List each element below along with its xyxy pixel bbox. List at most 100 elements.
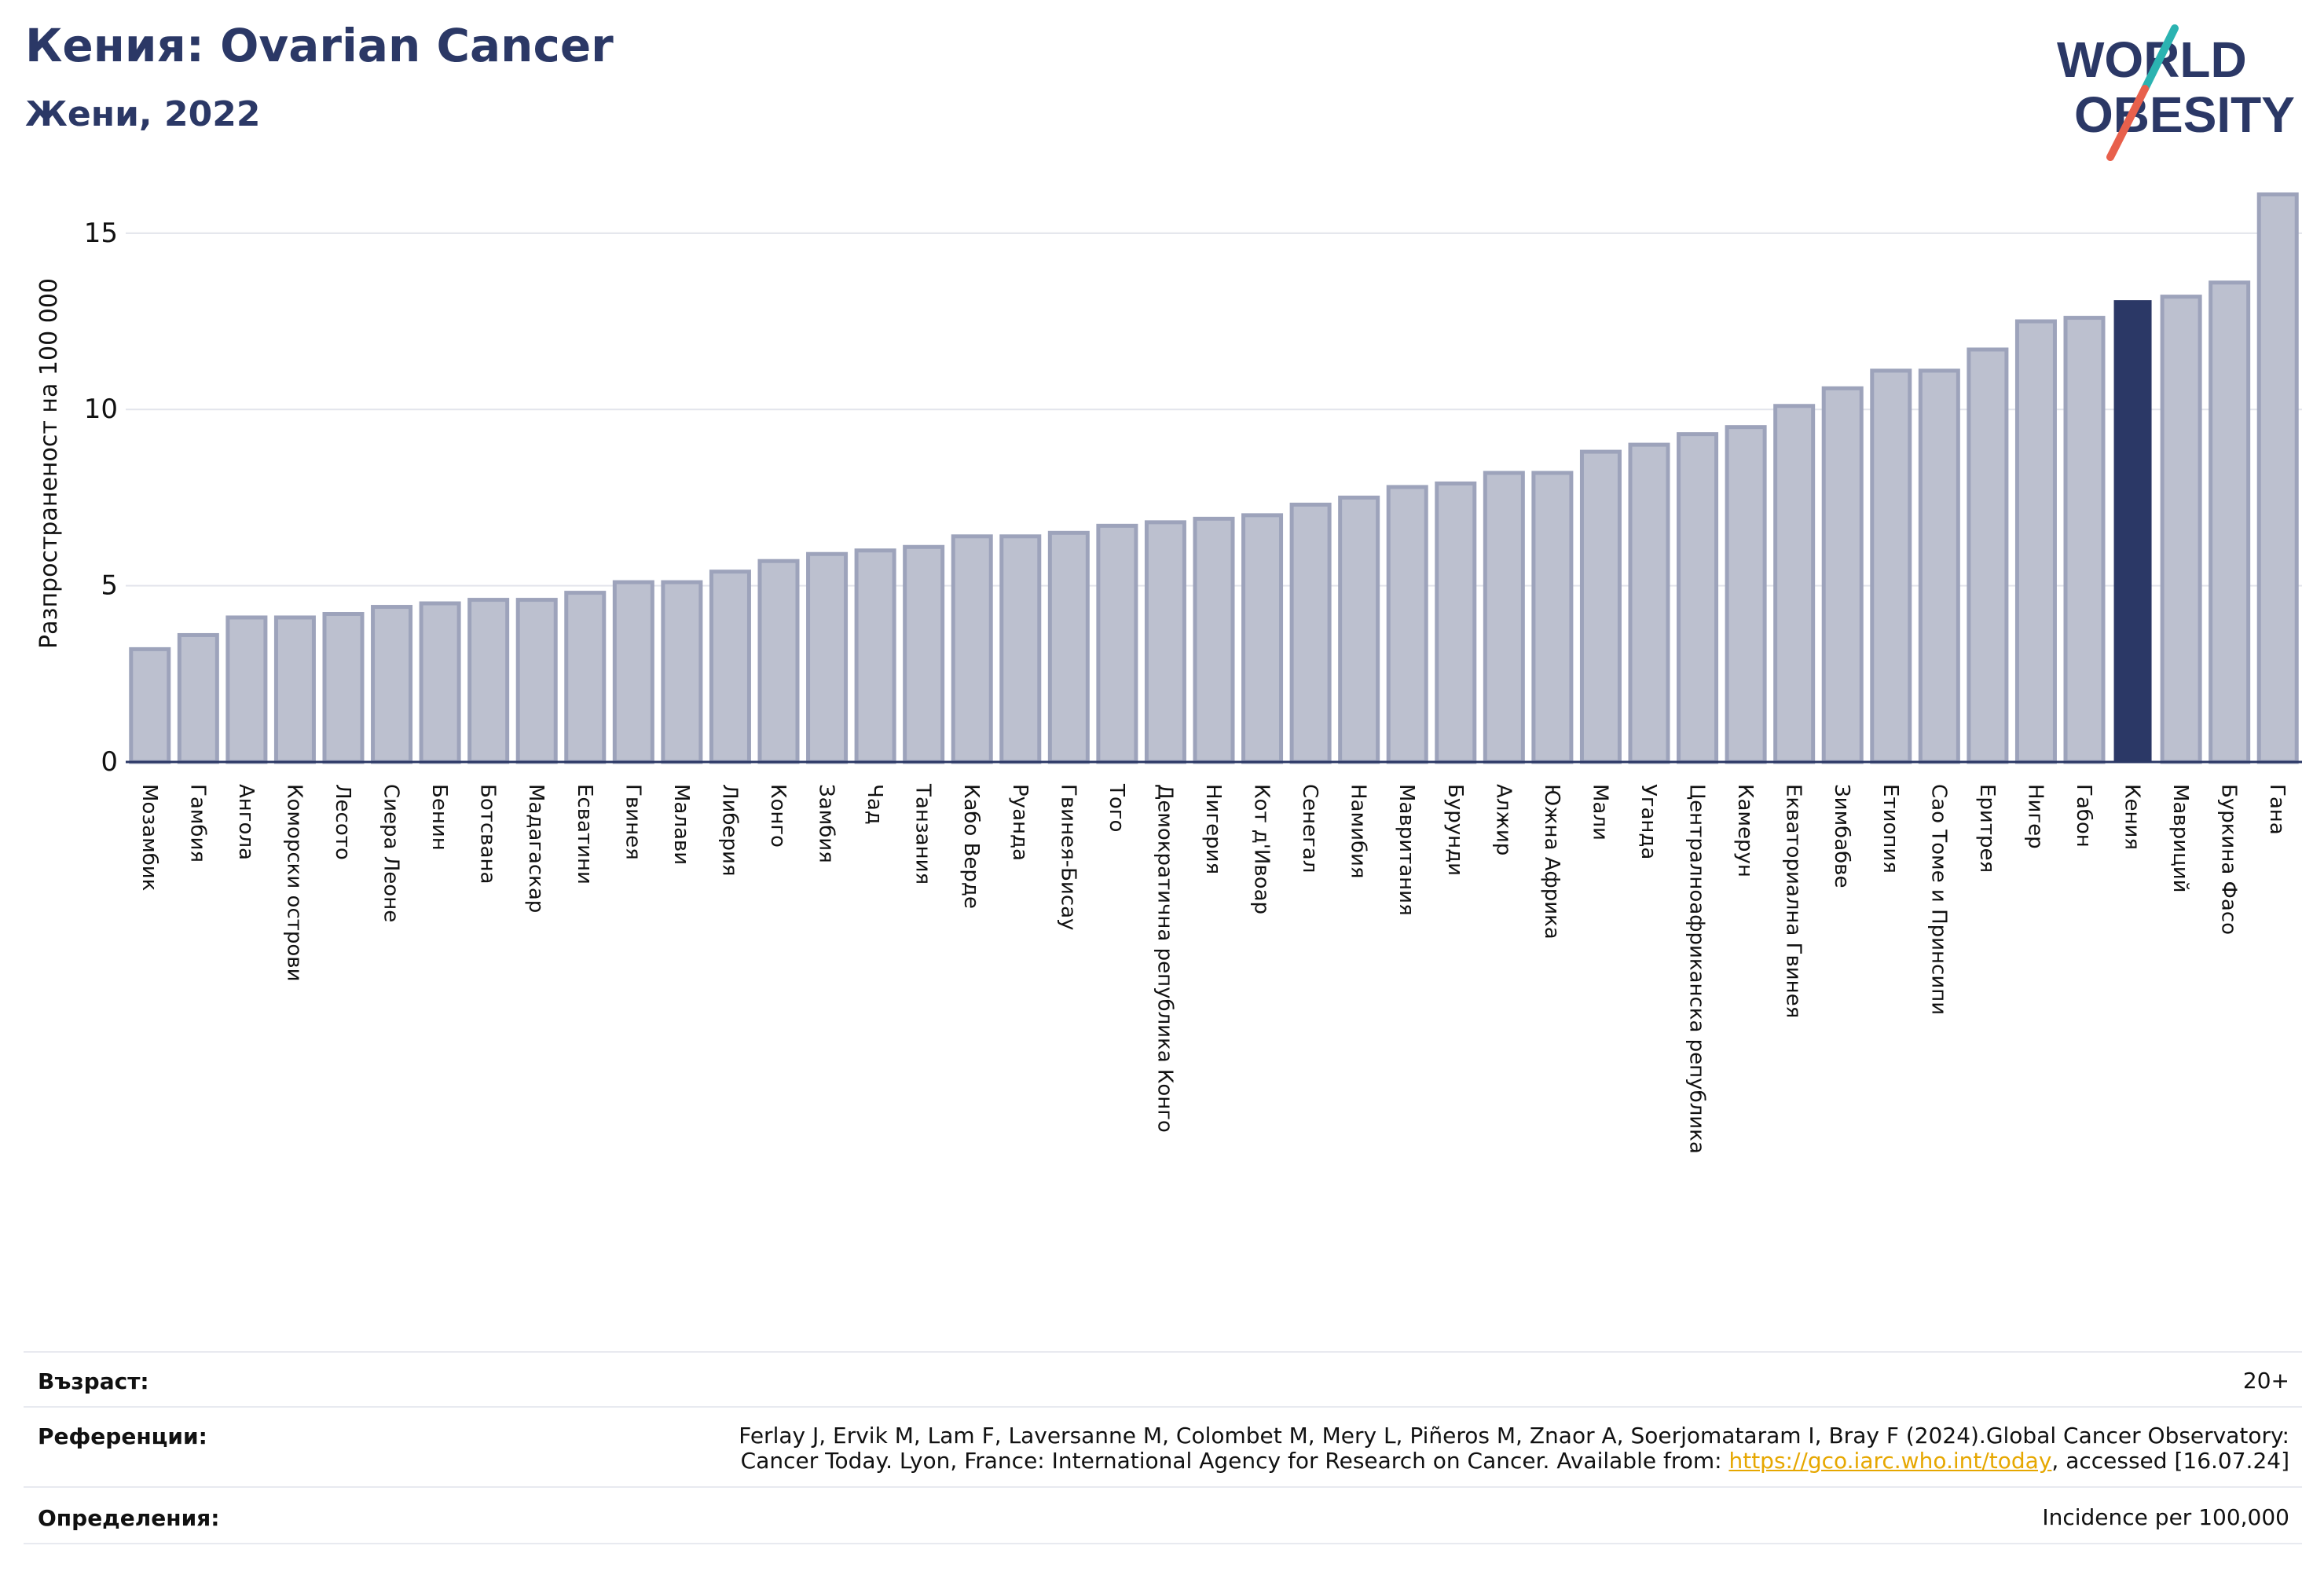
bar — [1338, 495, 1380, 764]
bar — [1677, 432, 1719, 764]
bar — [999, 534, 1042, 764]
x-tick-label: Мавриций — [2168, 784, 2192, 893]
definitions-label: Определения: — [38, 1505, 220, 1531]
x-tick-label: Гана — [2265, 784, 2289, 835]
bar — [1096, 523, 1138, 764]
references-line2: Cancer Today. Lyon, France: Internationa… — [739, 1449, 2289, 1474]
x-tick-label: Зимбабве — [1830, 784, 1853, 888]
bar — [1773, 404, 1816, 764]
bar — [1531, 471, 1574, 764]
x-tick-label: Сао Томе и Принсипи — [1926, 784, 1950, 1015]
x-tick-label: Сенегал — [1298, 784, 1321, 873]
bar — [2014, 319, 2057, 764]
x-tick-label: Сиера Леоне — [379, 784, 403, 922]
bar — [1628, 442, 1670, 764]
x-tick-label: Кения — [2121, 784, 2144, 850]
bar — [1821, 386, 1864, 764]
bar — [1579, 449, 1622, 764]
x-tick-label: Еритрея — [1975, 784, 1999, 873]
x-tick-label: Коморски острови — [282, 784, 306, 982]
x-tick-label: Гвинея-Бисау — [1056, 784, 1080, 930]
bar — [419, 601, 461, 764]
bar — [709, 570, 751, 764]
bar — [903, 544, 945, 764]
x-tick-label: Конго — [766, 784, 790, 848]
chart-title: Кения: Ovarian Cancer — [25, 19, 614, 72]
bar — [951, 534, 993, 764]
x-tick-label: Гамбия — [185, 784, 209, 863]
definitions-value: Incidence per 100,000 — [2042, 1504, 2289, 1530]
x-tick-label: Руанда — [1008, 784, 1032, 861]
x-tick-label: Мали — [1588, 784, 1611, 841]
bar — [806, 551, 849, 764]
bar — [612, 580, 654, 764]
y-tick-label: 10 — [84, 394, 118, 425]
age-value: 20+ — [2242, 1368, 2289, 1394]
y-tick-label: 15 — [84, 218, 118, 249]
bar — [322, 612, 365, 764]
x-tick-label: Габон — [2072, 784, 2095, 848]
logo-slash-red — [2106, 85, 2149, 161]
x-tick-label: Кабо Верде — [959, 784, 983, 909]
bar — [1193, 516, 1235, 764]
bar — [1967, 347, 2009, 764]
footer-row-references: Референции: Ferlay J, Ervik M, Lam F, La… — [24, 1406, 2302, 1486]
bar — [564, 591, 607, 764]
chart-subtitle: Жени, 2022 — [25, 94, 261, 134]
bar — [1435, 481, 1477, 764]
x-tick-label: Лесото — [331, 784, 354, 860]
x-tick-label: Мозамбик — [137, 784, 161, 891]
references-line1: Ferlay J, Ervik M, Lam F, Laversanne M, … — [739, 1423, 2289, 1449]
bar — [854, 548, 896, 764]
axes: 0 5 10 15 — [84, 218, 2302, 778]
y-tick-label: 0 — [101, 746, 118, 778]
bar — [1483, 471, 1525, 764]
bar — [2209, 280, 2251, 764]
x-tick-label: Намибия — [1347, 784, 1370, 879]
bar — [515, 598, 558, 764]
x-tick-label: Бенин — [427, 784, 451, 851]
y-axis-label: Разпространеност на 100 000 — [35, 278, 63, 649]
references-line2-end: , accessed [16.07.24] — [2051, 1448, 2289, 1474]
bar — [371, 605, 413, 764]
x-tick-label: Уганда — [1637, 784, 1660, 859]
references-link[interactable]: https://gco.iarc.who.int/today — [1728, 1448, 2052, 1474]
x-tick-label: Мадагаскар — [524, 784, 548, 913]
footer-row-age: Възраст: 20+ — [24, 1351, 2302, 1408]
x-tick-label: Кот д'Ивоар — [1250, 784, 1274, 914]
x-tick-label: Ангола — [234, 784, 258, 860]
x-tick-label: Бурунди — [1443, 784, 1467, 876]
x-tick-label: Екваториална Гвинея — [1782, 784, 1805, 1018]
references-text: Ferlay J, Ervik M, Lam F, Laversanne M, … — [739, 1423, 2289, 1474]
x-tick-label: Демократична република Конго — [1153, 784, 1176, 1133]
x-tick-label: Нигер — [2023, 784, 2047, 849]
bar — [225, 615, 268, 764]
bar — [1725, 425, 1767, 764]
x-tick-label: Нигерия — [1201, 784, 1225, 874]
logo-line2: OBESITY — [2074, 86, 2295, 143]
bar — [1386, 485, 1428, 764]
x-tick-label: Алжир — [1491, 784, 1515, 855]
bar — [2113, 300, 2152, 762]
bar — [467, 598, 510, 764]
bar — [1241, 513, 1284, 764]
x-tick-label: Замбия — [815, 784, 838, 863]
x-tick-label: Танзания — [911, 783, 935, 885]
bar-chart: 0 5 10 15 Мозамбик Гамбия Ангола Коморски остр… — [35, 192, 2302, 1154]
x-tick-label: Либерия — [717, 784, 741, 877]
category-labels: Мозамбик Гамбия Ангола Коморски острови Лесо… — [137, 783, 2289, 1154]
bar — [1870, 368, 1912, 764]
world-obesity-logo: WORLD OBESITY — [2057, 24, 2295, 161]
bar — [1289, 502, 1332, 764]
x-tick-label: Буркина Фасо — [2217, 784, 2241, 935]
x-tick-label: Гвинея — [621, 784, 644, 860]
bar — [177, 632, 219, 764]
x-tick-label: Того — [1105, 783, 1128, 832]
y-tick-label: 5 — [101, 570, 118, 602]
references-line2-start: Cancer Today. Lyon, France: Internationa… — [740, 1448, 1729, 1474]
bar — [2256, 192, 2299, 764]
bar — [273, 615, 316, 764]
bars — [129, 192, 2299, 764]
x-tick-label: Камерун — [1733, 784, 1757, 877]
x-tick-label: Чад — [863, 784, 886, 825]
